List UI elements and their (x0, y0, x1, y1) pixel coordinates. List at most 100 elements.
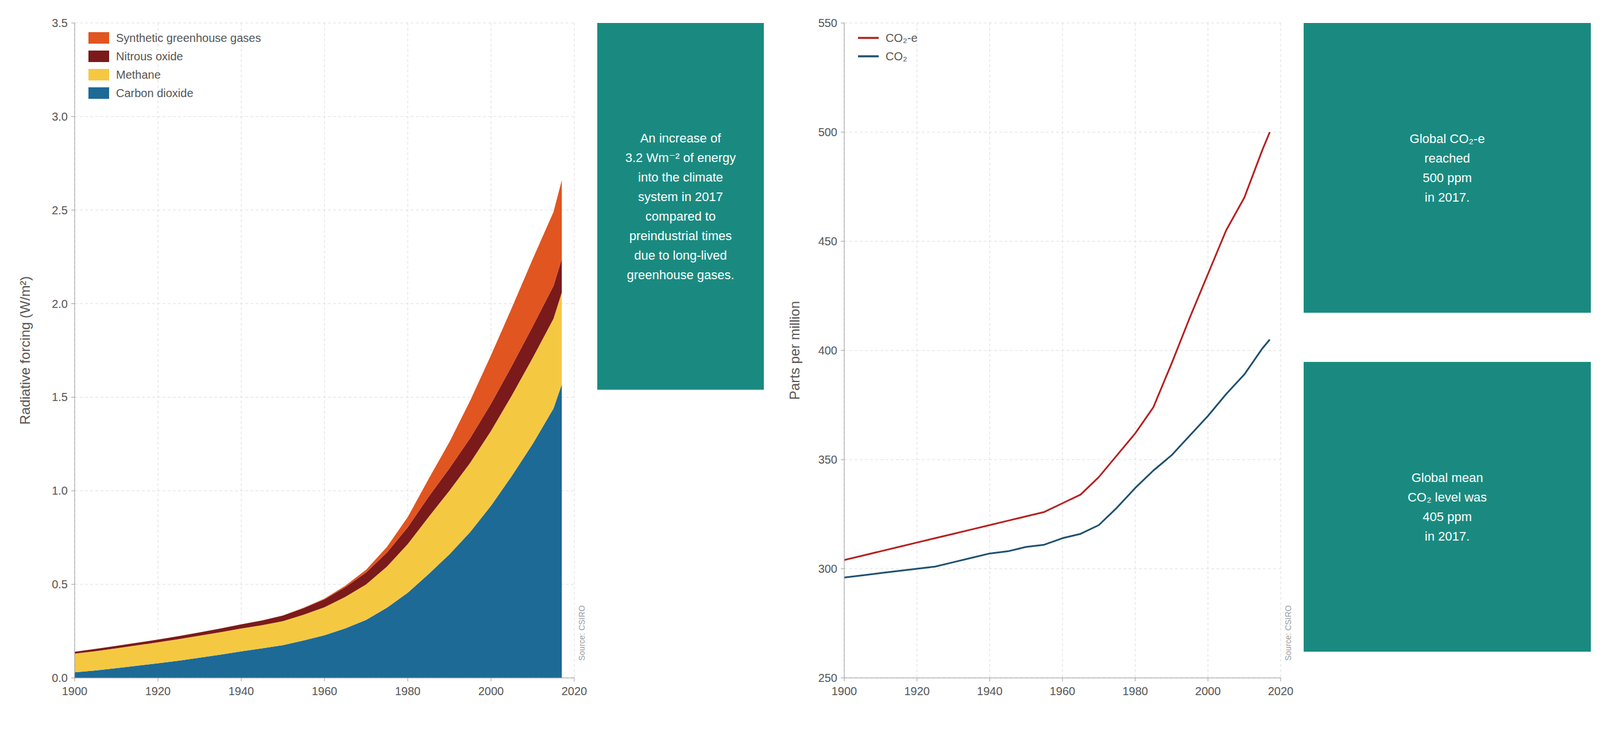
tick-label-y: 3.5 (51, 16, 68, 30)
grid-line-y (844, 132, 1281, 133)
chart-panel: 1900192019401960198020002020250300350400… (786, 16, 1591, 698)
tick-label-x: 1960 (311, 684, 338, 698)
grid (844, 22, 1281, 678)
grid-line-y (844, 677, 1281, 679)
tick-y (840, 241, 845, 242)
grid-line-y (74, 677, 575, 679)
legend: Synthetic greenhouse gases Nitrous oxide M… (88, 31, 261, 100)
tick-label-y: 2.0 (51, 297, 68, 311)
grid-line-y (844, 350, 1281, 351)
annotation-line: preindustrial times (629, 228, 733, 243)
line-series (844, 132, 1270, 560)
tick-x (574, 677, 575, 682)
tick-label-y: 550 (818, 16, 838, 30)
legend-swatch (88, 32, 110, 44)
area-layer (74, 180, 562, 652)
tick-x (844, 677, 845, 682)
tick-label-y: 0.5 (51, 577, 68, 591)
tick-y (71, 116, 75, 117)
annotation-line: 500 ppm (1422, 170, 1472, 185)
annotation-line: CO₂ level was (1407, 489, 1487, 505)
tick-label-x: 2020 (1268, 684, 1294, 698)
tick-x (407, 677, 409, 682)
tick-label-x: 2000 (1195, 684, 1221, 698)
tick-label-y: 400 (818, 344, 838, 357)
tick-y (71, 396, 75, 398)
annotation-line: in 2017. (1424, 528, 1470, 544)
tick-label-x: 1900 (62, 684, 88, 698)
tick-y (71, 22, 75, 24)
axis-y (74, 22, 76, 678)
axis-label-y: Radiative forcing (W/m²) (17, 276, 33, 425)
tick-x (1280, 677, 1282, 682)
annotation-box (597, 22, 764, 390)
legend-swatch (88, 50, 110, 63)
annotation-text: Global CO₂-e reached 500 ppm in 2017. (1409, 131, 1486, 205)
legend-swatch (88, 68, 110, 81)
legend-label: Carbon dioxide (116, 86, 194, 100)
tick-label-x: 1980 (395, 684, 421, 698)
legend-swatch (858, 55, 879, 58)
grid-line-x (574, 22, 575, 678)
plot-area (844, 132, 1270, 578)
legend-label: Synthetic greenhouse gases (116, 31, 261, 45)
tick-y (840, 677, 845, 679)
tick-x (491, 677, 492, 682)
annotation-line: 405 ppm (1422, 509, 1472, 524)
source-text: Source: CSIRO (1283, 604, 1293, 661)
grid-line-x (74, 22, 76, 678)
axis-x (74, 677, 575, 679)
grid (74, 22, 575, 678)
tick-label-x: 2000 (478, 684, 505, 698)
grid-line-y (74, 22, 575, 24)
grid-line-y (844, 241, 1281, 242)
tick-x (324, 677, 326, 682)
axis-label-y: Parts per million (786, 300, 803, 400)
annotation-text: Global mean CO₂ level was 405 ppm in 2017. (1407, 470, 1487, 544)
tick-label-x: 1900 (831, 684, 858, 698)
tick-x (74, 677, 76, 682)
area-layer (74, 292, 562, 672)
tick-y (840, 132, 845, 133)
tick-label-y: 450 (818, 234, 838, 248)
tick-label-y: 250 (818, 671, 838, 684)
tick-label-y: 3.0 (51, 110, 68, 123)
tick-label-y: 2.5 (51, 203, 68, 217)
axis-x (844, 677, 1281, 679)
line-series (844, 339, 1270, 578)
tick-label-y: 1.5 (51, 390, 68, 404)
tick-y (71, 677, 75, 679)
legend-swatch (88, 87, 110, 99)
annotation-line: Global mean (1411, 470, 1484, 485)
tick-label-x: 1920 (903, 684, 930, 698)
tick-y (71, 303, 75, 304)
annotation-line: 3.2 Wm⁻² of energy (625, 150, 737, 165)
tick-label-y: 0.0 (51, 671, 68, 684)
grid-line-y (844, 459, 1281, 461)
tick-y (71, 209, 75, 211)
tick-label-y: 1.0 (51, 484, 68, 497)
plot-area (74, 180, 562, 678)
legend-label: CO₂-e (885, 31, 918, 45)
tick-x (1134, 677, 1136, 682)
legend-swatch (858, 36, 879, 40)
tick-x (1062, 677, 1064, 682)
annotation-line: system in 2017 (638, 189, 724, 204)
tick-y (71, 584, 75, 585)
legend-label: Methane (116, 68, 161, 81)
annotation-line: due to long-lived (634, 248, 727, 263)
legend-label: Nitrous oxide (116, 49, 184, 63)
grid-line-y (74, 209, 575, 211)
tick-label-y: 350 (818, 453, 838, 466)
source-text: Source: CSIRO (577, 604, 587, 661)
annotation-line: in 2017. (1424, 190, 1470, 205)
tick-x (1207, 677, 1209, 682)
annotation-line: Global CO₂-e (1409, 131, 1486, 146)
legend: CO₂-eCO₂ (858, 31, 918, 63)
tick-label-x: 1940 (976, 684, 1003, 698)
grid-line-y (74, 116, 575, 117)
tick-x (241, 677, 242, 682)
annotation-line: into the climate (638, 169, 724, 185)
area-layer (74, 258, 562, 653)
annotation-line: reached (1424, 151, 1471, 166)
